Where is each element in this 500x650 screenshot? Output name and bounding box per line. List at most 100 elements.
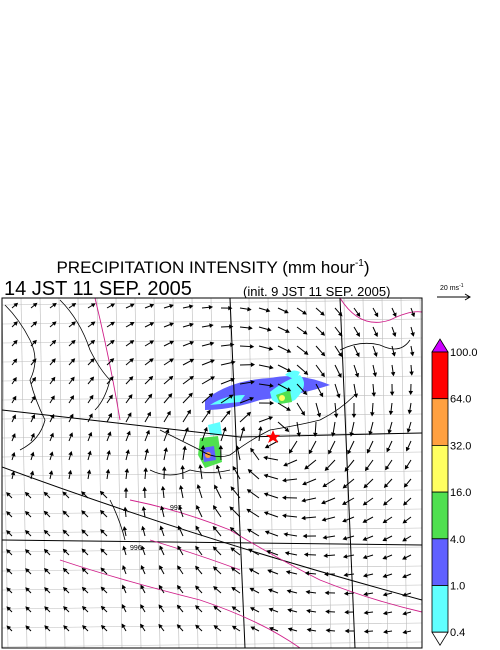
wind-arrow-head xyxy=(6,511,11,516)
wind-arrow-head xyxy=(364,466,370,472)
wind-arrow-head xyxy=(282,513,287,519)
wind-arrow-head xyxy=(306,627,312,633)
vector-key-label: 20 ms-1 xyxy=(440,283,464,292)
wind-arrow-head xyxy=(82,625,87,630)
wind-arrow-head xyxy=(320,331,326,336)
wind-arrow-head xyxy=(362,518,368,523)
wind-arrow-head xyxy=(158,623,163,629)
grid-line xyxy=(381,298,389,648)
title-superscript: -1 xyxy=(355,258,364,269)
wind-arrow-head xyxy=(303,552,309,557)
wind-arrow-head xyxy=(32,302,38,308)
wind-arrow-head xyxy=(267,588,273,593)
wind-arrow-head xyxy=(25,530,30,535)
wind-arrow-head xyxy=(81,548,87,554)
map-frame xyxy=(1,297,423,649)
wind-arrow-head xyxy=(110,303,116,308)
wind-arrow-head xyxy=(43,510,49,516)
grid-line xyxy=(400,298,408,648)
wind-arrow-head xyxy=(100,624,106,630)
wind-arrow-head xyxy=(11,451,16,457)
wind-arrow-head xyxy=(178,505,183,510)
wind-arrow-head xyxy=(128,376,134,381)
wind-arrow-head xyxy=(409,371,414,376)
wind-arrow-head xyxy=(286,406,291,411)
wind-arrow-head xyxy=(189,375,194,381)
wind-arrow-head xyxy=(177,565,182,571)
wind-arrow-head xyxy=(285,328,290,333)
grid-line xyxy=(324,298,332,648)
wind-arrow-head xyxy=(382,610,388,616)
wind-arrow-head xyxy=(264,530,270,535)
grid-line xyxy=(115,298,123,648)
wind-arrow-head xyxy=(302,390,308,396)
wind-arrow-head xyxy=(324,466,330,471)
wind-arrow-head xyxy=(87,431,93,437)
grid-line xyxy=(20,298,28,648)
wind-arrow-head xyxy=(71,321,76,326)
wind-arrow-head xyxy=(390,371,396,377)
wind-arrow-head xyxy=(342,554,348,559)
wind-arrow-head xyxy=(107,412,112,418)
colorbar-label: 16.0 xyxy=(450,487,471,499)
wind-arrow-head xyxy=(269,365,274,370)
wind-arrow-head xyxy=(6,587,11,592)
wind-arrow-head xyxy=(250,607,255,612)
wind-arrow-head xyxy=(286,589,292,594)
wind-arrow-head xyxy=(263,455,268,461)
wind-arrow-head xyxy=(81,491,86,496)
wind-arrow-head xyxy=(169,322,175,327)
wind-arrow-head xyxy=(383,501,388,506)
wind-arrow-head xyxy=(304,571,310,576)
wind-arrow-head xyxy=(209,341,215,346)
colorbar-band xyxy=(431,398,449,446)
wind-arrow-head xyxy=(62,510,68,516)
wind-arrow-head xyxy=(12,358,18,364)
wind-arrow-head xyxy=(301,498,306,503)
wind-arrow-head xyxy=(51,339,57,345)
title-text: PRECIPITATION INTENSITY (mm hour xyxy=(56,258,355,277)
wind-arrow-head xyxy=(347,449,352,455)
wind-arrow-head xyxy=(32,358,37,364)
wind-vectors xyxy=(6,302,416,635)
wind-arrow-head xyxy=(159,545,164,551)
wind-arrow-head xyxy=(246,489,252,494)
wind-arrow-head xyxy=(301,515,306,521)
wind-arrow-head xyxy=(141,525,146,531)
colorbar-over xyxy=(431,338,449,353)
wind-arrow-head xyxy=(212,505,218,510)
wind-arrow-head xyxy=(230,567,236,572)
wind-arrow-head xyxy=(285,570,291,575)
wind-arrow-head xyxy=(188,304,194,309)
wind-arrow-head xyxy=(246,508,252,514)
wind-arrow-head xyxy=(403,500,408,506)
grid-line xyxy=(77,298,85,648)
wind-arrow-head xyxy=(110,321,115,326)
wind-arrow-head xyxy=(404,464,410,470)
grid-line xyxy=(2,413,422,420)
grid-line xyxy=(134,298,142,648)
wind-arrow-head xyxy=(320,311,325,316)
wind-arrow-head xyxy=(229,506,234,511)
wind-arrow-head xyxy=(267,569,272,574)
grid-line xyxy=(39,298,47,648)
wind-arrow-head xyxy=(25,549,30,554)
grid-line xyxy=(286,298,294,648)
wind-arrow-head xyxy=(169,303,174,309)
wind-arrow-head xyxy=(210,359,215,364)
wind-arrow-head xyxy=(62,529,68,535)
init-time: (init. 9 JST 11 SEP. 2005) xyxy=(243,284,390,299)
pressure-contours xyxy=(59,298,422,648)
wind-arrow-head xyxy=(265,308,271,313)
precipitation xyxy=(198,370,330,468)
wind-arrow-head xyxy=(321,500,326,505)
wind-arrow-head xyxy=(107,431,112,437)
wind-arrow-head xyxy=(48,470,54,475)
wind-arrow-head xyxy=(286,348,292,353)
wind-arrow-head xyxy=(6,492,11,497)
wind-arrow-head xyxy=(283,462,288,467)
wind-arrow-head xyxy=(269,626,274,632)
wind-arrow-head xyxy=(149,322,155,327)
wind-arrow-head xyxy=(321,517,327,522)
wind-arrow-head xyxy=(323,553,328,558)
